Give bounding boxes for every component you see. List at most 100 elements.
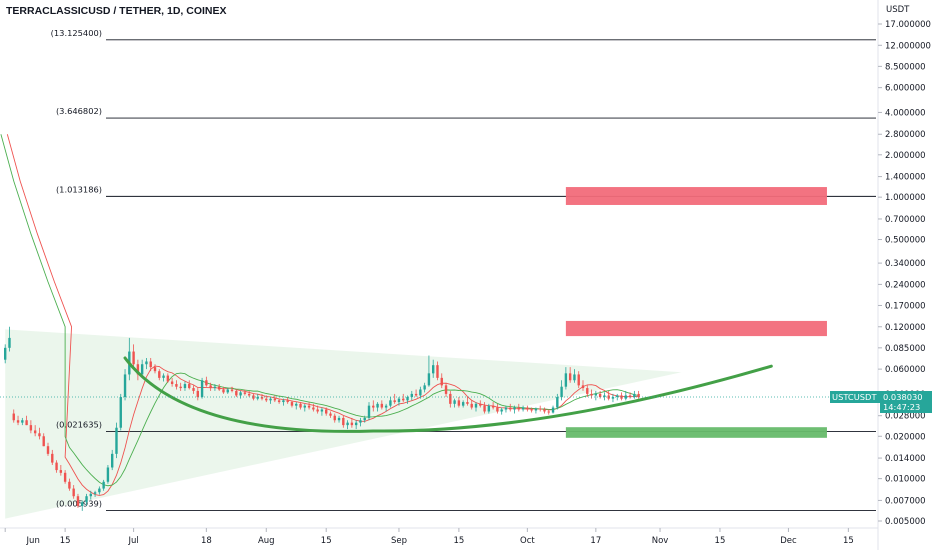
candle-body — [76, 496, 80, 506]
candle-body — [423, 385, 426, 390]
candle-body — [573, 374, 576, 381]
candle-body — [8, 337, 11, 348]
candle-body — [560, 386, 563, 398]
candle-body — [162, 375, 165, 378]
candle-body — [483, 405, 486, 412]
candle-body — [496, 407, 499, 412]
time-axis-label: Nov — [652, 536, 669, 546]
candle-body — [307, 405, 311, 408]
candle-body — [63, 472, 67, 482]
resistance-zone — [565, 320, 827, 337]
candle-body — [325, 409, 328, 414]
candle-body — [543, 409, 546, 412]
time-axis-label: 15 — [453, 536, 464, 546]
candle-body — [607, 395, 610, 399]
candle-body — [577, 374, 580, 386]
price-axis-label: 0.005000 — [885, 517, 926, 527]
candle-body — [633, 393, 636, 398]
candle-body — [235, 390, 238, 396]
candle-body — [158, 371, 161, 378]
candle-body — [33, 430, 37, 434]
candle-body — [183, 384, 187, 389]
candle-body — [277, 400, 281, 403]
candle-body — [119, 397, 122, 428]
resistance-zone — [565, 187, 827, 205]
candle-body — [637, 393, 640, 398]
candle-body — [363, 417, 366, 421]
candle-body — [38, 433, 41, 437]
candle-body — [213, 386, 217, 389]
time-axis-label: 15 — [321, 536, 332, 546]
candle-body — [247, 393, 251, 396]
candle-body — [474, 403, 478, 408]
candle-body — [16, 420, 20, 423]
candle-body — [68, 481, 71, 489]
candle-body — [286, 400, 289, 403]
candle-body — [72, 488, 75, 497]
price-axis-label: 2.800000 — [885, 130, 926, 140]
candle-body — [444, 385, 448, 394]
candle-body — [539, 408, 542, 410]
candle-body — [179, 386, 182, 389]
time-axis-label: Jul — [127, 536, 138, 546]
last-price-badge: 0.038030 14:47:23 — [880, 390, 932, 413]
candle-body — [209, 385, 212, 389]
candle-body — [551, 407, 555, 413]
candle-body — [196, 390, 199, 398]
candle-body — [252, 395, 255, 399]
price-axis-label: 12.000000 — [885, 41, 931, 51]
candle-body — [547, 411, 550, 413]
candle-body — [149, 361, 152, 368]
candle-body — [380, 403, 384, 408]
candle-body — [51, 453, 54, 463]
candle-body — [192, 388, 195, 391]
candle-body — [46, 446, 50, 454]
candle-body — [4, 347, 7, 360]
time-axis-label: Jun — [26, 536, 40, 546]
support-zone — [565, 427, 827, 438]
candle-body — [145, 361, 148, 365]
candle-body — [504, 407, 508, 410]
candle-body — [556, 397, 559, 408]
candle-body — [25, 420, 28, 426]
candle-body — [200, 380, 204, 398]
candle-body — [487, 405, 491, 412]
time-axis-label: 15 — [843, 536, 854, 546]
candle-body — [136, 364, 140, 375]
price-axis-label: 0.007000 — [885, 496, 926, 506]
candle-body — [295, 403, 298, 406]
candle-body — [513, 407, 516, 410]
candle-body — [624, 395, 627, 399]
candle-body — [243, 392, 247, 394]
price-axis-label: 0.700000 — [885, 215, 926, 225]
candle-body — [581, 385, 585, 389]
candle-body — [590, 393, 593, 396]
price-axis-label: 17.000000 — [885, 20, 931, 30]
price-axis-label: 0.010000 — [885, 475, 926, 485]
candle-body — [414, 393, 418, 396]
candle-body — [384, 405, 388, 408]
candle-body — [628, 395, 632, 398]
candle-body — [491, 405, 495, 408]
candle-body — [603, 395, 606, 398]
candle-body — [564, 373, 568, 387]
candle-body — [402, 398, 405, 401]
candle-body — [282, 400, 285, 403]
candle-body — [376, 403, 379, 408]
candle-body — [81, 502, 84, 506]
price-axis-unit: USDT — [886, 5, 910, 15]
candle-body — [320, 409, 324, 412]
candle-body — [453, 400, 456, 404]
price-axis-label: 0.014000 — [885, 454, 926, 464]
candle-body — [260, 397, 264, 399]
candle-body — [218, 386, 221, 390]
candle-body — [521, 407, 525, 410]
time-axis-label: Aug — [258, 536, 275, 546]
candle-body — [140, 364, 144, 375]
candle-body — [29, 425, 33, 431]
candle-body — [350, 422, 354, 426]
candle-body — [594, 393, 598, 396]
candle-body — [188, 384, 191, 389]
candle-body — [170, 381, 174, 385]
